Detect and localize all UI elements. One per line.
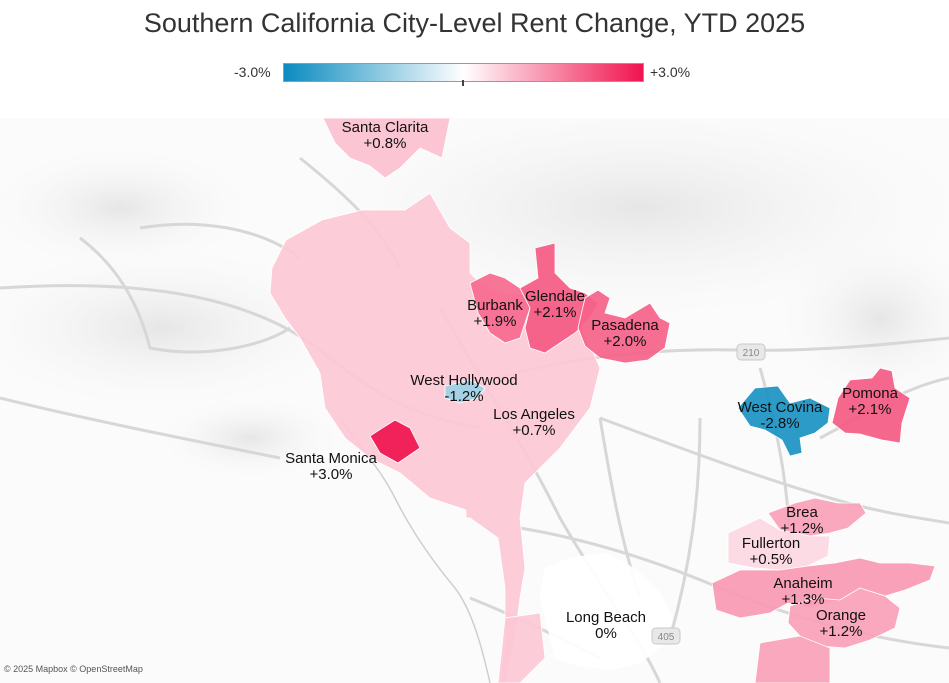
city-shape-burbank[interactable] <box>469 272 531 344</box>
city-change: +3.0% <box>309 466 353 483</box>
city-label: Santa Clarita +0.8% <box>342 120 429 152</box>
basemap: 210 405 <box>0 118 949 683</box>
city-label: Brea +1.2% <box>781 505 824 537</box>
svg-text:405: 405 <box>658 632 675 643</box>
city-name: Brea <box>786 504 818 521</box>
city-name: Glendale <box>524 288 586 305</box>
city-label: Anaheim +1.3% <box>773 576 832 608</box>
city-shape-anaheim[interactable] <box>711 557 936 619</box>
city-name: Santa Clarita <box>341 119 429 136</box>
city-shape-south-bay <box>497 612 546 683</box>
city-label: Orange +1.2% <box>816 608 866 640</box>
city-change: +1.2% <box>819 623 863 640</box>
city-name: West Hollywood <box>410 372 518 389</box>
city-change: 0% <box>595 625 617 642</box>
city-shape-fullerton[interactable] <box>727 517 831 571</box>
city-change: +0.8% <box>363 135 407 152</box>
city-change: -2.8% <box>760 415 800 432</box>
city-shape-pomona[interactable] <box>831 367 911 444</box>
city-label: Fullerton +0.5% <box>742 536 800 568</box>
city-name: West Covina <box>737 399 823 416</box>
city-name: Fullerton <box>741 535 801 552</box>
legend-min-label: -3.0% <box>234 64 271 80</box>
city-name: Long Beach <box>565 609 647 626</box>
city-label: Santa Monica +3.0% <box>285 451 377 483</box>
svg-text:210: 210 <box>743 348 760 359</box>
highway-shield-405: 405 <box>651 627 681 645</box>
city-change: +1.9% <box>473 313 517 330</box>
city-label: Pomona +2.1% <box>842 386 898 418</box>
city-label: Long Beach 0% <box>566 610 646 642</box>
city-label: Los Angeles +0.7% <box>493 407 575 439</box>
city-shape-pasadena[interactable] <box>577 289 671 364</box>
city-label: Glendale +2.1% <box>525 289 585 321</box>
city-change: +2.0% <box>603 333 647 350</box>
legend-midpoint-tick <box>462 80 464 86</box>
city-name: Pomona <box>842 385 898 402</box>
map-title: Southern California City-Level Rent Chan… <box>143 8 806 38</box>
coastline <box>339 417 491 683</box>
legend-max-label: +3.0% <box>650 64 691 80</box>
map-canvas[interactable]: 210 405 Santa Clarita +0.8% Glendale +2.… <box>0 118 949 683</box>
city-change: +1.3% <box>781 591 825 608</box>
city-label: Burbank +1.9% <box>467 298 523 330</box>
city-change: +0.5% <box>749 551 793 568</box>
city-shape-santa-monica[interactable] <box>369 419 421 464</box>
city-name: Burbank <box>467 297 523 314</box>
city-name: Anaheim <box>773 575 833 592</box>
city-label: West Covina -2.8% <box>738 400 823 432</box>
city-label: West Hollywood -1.2% <box>410 373 517 405</box>
city-shape-west-hollywood[interactable] <box>444 379 486 404</box>
city-label: Pasadena +2.0% <box>591 318 659 350</box>
highway-shield-210: 210 <box>736 343 766 361</box>
city-name: Santa Monica <box>285 450 377 467</box>
city-change: +0.7% <box>512 422 556 439</box>
city-change: +2.1% <box>533 304 577 321</box>
city-shape-orange-county-south <box>754 635 831 683</box>
terrain-shading <box>0 118 949 478</box>
city-change: +2.1% <box>848 401 892 418</box>
city-shape-santa-clarita[interactable] <box>322 118 451 179</box>
city-name: Pasadena <box>591 317 659 334</box>
city-shape-west-covina[interactable] <box>737 385 831 457</box>
map-attribution[interactable]: © 2025 Mapbox © OpenStreetMap <box>4 664 143 674</box>
city-name: Los Angeles <box>493 406 575 423</box>
city-change: -1.2% <box>444 388 484 405</box>
city-change: +1.2% <box>780 520 824 537</box>
city-name: Orange <box>815 607 867 624</box>
